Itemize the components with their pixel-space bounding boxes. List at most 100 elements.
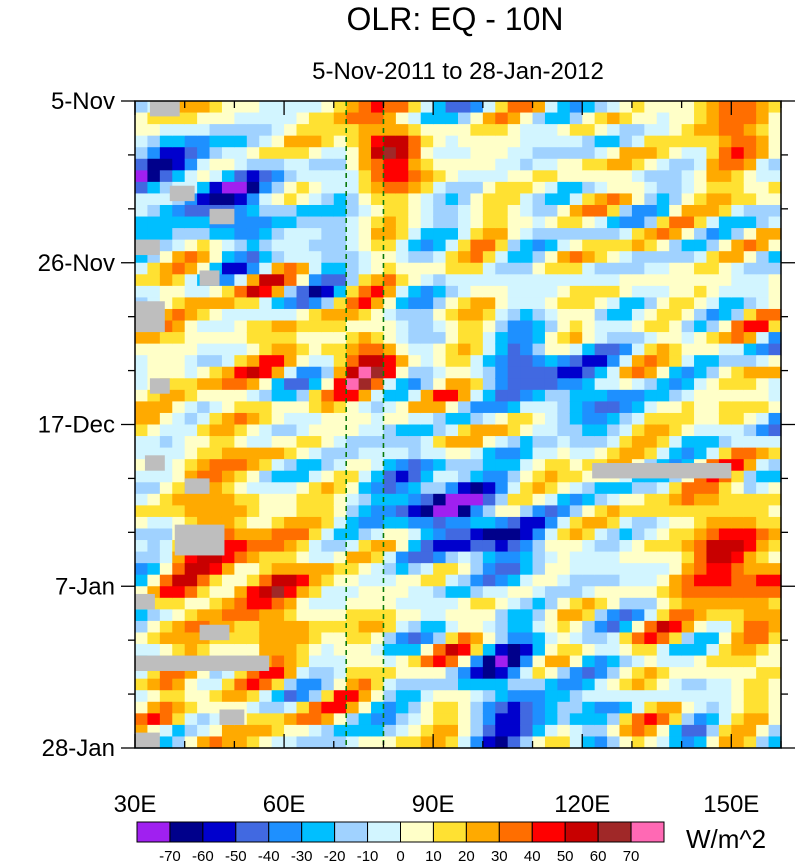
heat-cell [296, 447, 310, 460]
heat-cell [631, 320, 645, 333]
heat-cell [557, 147, 571, 160]
heat-cell [395, 528, 409, 541]
heat-cell [557, 667, 571, 680]
heat-cell [395, 147, 409, 160]
heat-cell [681, 644, 695, 657]
heat-cell [445, 193, 459, 206]
heat-cell [544, 447, 558, 460]
heat-cell [308, 262, 322, 275]
heat-cell [172, 124, 186, 137]
heat-cell [271, 528, 285, 541]
heat-cell [458, 158, 472, 171]
heat-cell [246, 493, 260, 506]
heat-cell [482, 482, 496, 495]
heat-cell [507, 124, 521, 137]
heat-cell [296, 724, 310, 738]
heat-cell [296, 701, 310, 714]
heat-cell [184, 320, 198, 333]
heat-cell [756, 667, 770, 680]
heat-cell [644, 516, 658, 530]
heat-cell [221, 401, 235, 414]
heat-cell [321, 632, 335, 645]
heat-cell [495, 216, 509, 229]
heat-cell [358, 262, 372, 275]
heat-cell [221, 158, 235, 171]
heat-cell [433, 158, 447, 171]
heat-cell [582, 124, 596, 137]
heat-cell [371, 101, 385, 114]
heat-cell [346, 609, 360, 622]
heat-cell [159, 632, 173, 645]
heat-cell [743, 193, 757, 206]
heat-cell [296, 216, 310, 229]
heat-cell [433, 482, 447, 495]
heat-cell [557, 228, 571, 241]
heat-cell [445, 170, 459, 183]
heat-cell [234, 609, 248, 622]
heat-cell [569, 389, 583, 402]
heat-cell [731, 447, 745, 460]
heat-cell [284, 609, 298, 622]
heat-cell [594, 228, 608, 241]
heat-cell [644, 505, 658, 518]
heat-cell [557, 274, 571, 287]
heat-cell [644, 251, 658, 264]
heat-cell [371, 147, 385, 160]
heat-cell [544, 170, 558, 183]
heat-cell [557, 620, 571, 634]
heat-cell [358, 147, 372, 160]
heat-cell [495, 447, 509, 460]
heat-cell [433, 470, 447, 483]
heat-cell [321, 540, 335, 553]
heat-cell [756, 540, 770, 553]
heat-cell [259, 112, 273, 125]
heat-cell [296, 655, 310, 668]
heat-cell [333, 516, 347, 530]
heat-cell [184, 135, 198, 148]
colorbar-swatch [564, 821, 599, 843]
heat-cell [731, 262, 745, 275]
heat-cell [445, 158, 459, 171]
heat-cell [756, 204, 770, 218]
heat-cell [594, 632, 608, 645]
heat-cell [569, 447, 583, 460]
heat-cell [743, 332, 757, 345]
heat-cell [197, 609, 211, 622]
heat-cell [284, 424, 298, 437]
heat-cell [470, 724, 484, 738]
heat-cell [644, 528, 658, 541]
heat-cell [172, 620, 186, 634]
heat-cell [383, 135, 397, 148]
heat-cell [743, 713, 757, 726]
heat-cell [731, 285, 745, 299]
heat-cell [768, 228, 782, 241]
heat-cell [706, 655, 720, 668]
heat-cell [197, 563, 211, 576]
heat-cell [569, 528, 583, 541]
heat-cell [731, 193, 745, 206]
heat-cell [197, 412, 211, 426]
heat-cell [694, 447, 708, 460]
heat-cell [321, 667, 335, 680]
heat-cell [135, 516, 149, 530]
heat-cell [619, 493, 633, 506]
heat-cell [135, 401, 149, 414]
heat-cell [731, 713, 745, 726]
heat-cell [669, 586, 683, 599]
heat-cell [731, 736, 745, 749]
heat-cell [718, 563, 732, 576]
heat-cell [694, 378, 708, 391]
heat-cell [308, 135, 322, 148]
heat-cell [731, 170, 745, 183]
heat-cell [358, 343, 372, 356]
heat-cell [333, 667, 347, 680]
heat-cell [209, 366, 223, 379]
missing-data-patch [135, 732, 160, 748]
heat-cell [768, 412, 782, 426]
heat-cell [321, 228, 335, 241]
heat-cell [582, 251, 596, 264]
heat-cell [420, 228, 434, 241]
heat-cell [147, 563, 161, 576]
heat-cell [184, 493, 198, 506]
heat-cell [656, 655, 670, 668]
